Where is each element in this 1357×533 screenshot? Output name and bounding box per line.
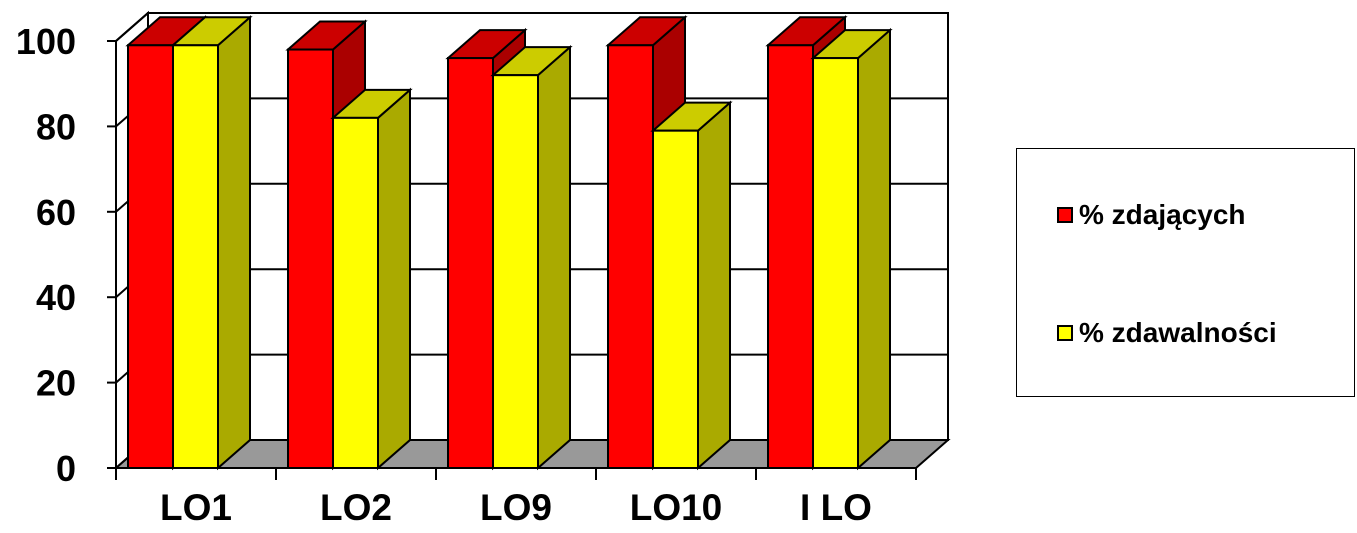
bar-lo2-series-2 [330, 87, 413, 471]
legend: % zdających % zdawalności [1016, 148, 1355, 397]
bar-side-face [537, 44, 571, 471]
bar-front-face [607, 44, 654, 470]
y-tick-label-80: 80 [36, 106, 76, 147]
bar-lo1-series-2 [170, 15, 253, 471]
gridline-side-100 [115, 12, 149, 42]
legend-item-series-2: % zdawalności [1057, 317, 1277, 349]
bar-lo10-series-2 [650, 100, 733, 471]
x-category-label-i-lo: I LO [800, 487, 872, 528]
y-tick-label-20: 20 [36, 363, 76, 404]
bar-side-face [217, 15, 251, 471]
x-category-label-lo9: LO9 [480, 487, 552, 528]
y-tick-label-100: 100 [16, 21, 76, 62]
bar-side-face [857, 27, 891, 471]
x-category-label-lo10: LO10 [630, 487, 723, 528]
x-category-label-lo1: LO1 [160, 487, 232, 528]
y-tick-labels: 0 20 40 60 80 100 [16, 21, 76, 489]
bars [125, 15, 893, 471]
legend-swatch-series-1 [1057, 207, 1073, 223]
bar-front-face [172, 44, 219, 470]
bar-side-face [697, 100, 731, 471]
legend-label-series-2: % zdawalności [1079, 317, 1277, 348]
x-category-labels: LO1 LO2 LO9 LO10 I LO [160, 487, 872, 528]
bar-lo9-series-2 [490, 44, 573, 471]
y-tick-label-0: 0 [56, 448, 76, 489]
bar-front-face [652, 129, 699, 469]
y-tick-label-40: 40 [36, 277, 76, 318]
bar-front-face [127, 44, 174, 470]
bar-front-face [332, 116, 379, 470]
bar-front-face [447, 57, 494, 470]
bar-front-face [767, 44, 814, 470]
legend-item-series-1: % zdających [1057, 199, 1246, 231]
bar-front-face [492, 74, 539, 469]
legend-label-series-1: % zdających [1079, 199, 1246, 230]
bar-front-face [812, 57, 859, 470]
bar-front-face [287, 48, 334, 469]
axes [107, 40, 917, 480]
bar-side-face [377, 87, 411, 471]
y-tick-label-60: 60 [36, 192, 76, 233]
x-category-label-lo2: LO2 [320, 487, 392, 528]
legend-swatch-series-2 [1057, 325, 1073, 341]
bar-i-lo-series-2 [810, 27, 893, 471]
